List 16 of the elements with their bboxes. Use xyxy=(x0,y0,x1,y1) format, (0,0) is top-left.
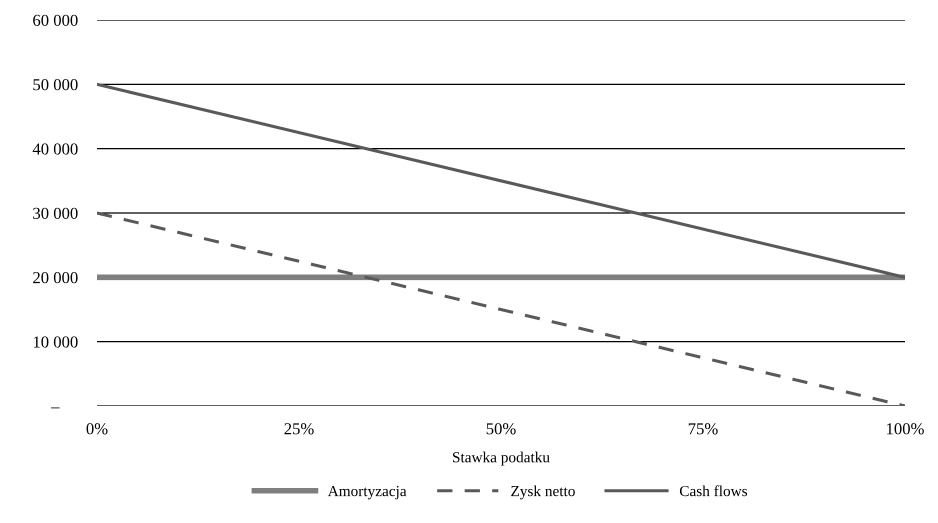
y-tick-label: 60 000 xyxy=(33,14,78,26)
x-tick-label: 75% xyxy=(688,423,718,434)
legend-label: Zysk netto xyxy=(511,485,575,500)
y-tick-label: 30 000 xyxy=(33,208,78,219)
y-tick-label: 20 000 xyxy=(33,272,78,284)
x-tick-label: 0% xyxy=(86,423,108,434)
y-tick-label: 40 000 xyxy=(32,143,78,155)
x-tick-label: 50% xyxy=(486,423,516,434)
x-axis-title: Stawka podatku xyxy=(453,452,550,466)
y-tick-label: – xyxy=(51,407,60,408)
y-tick-label: 10 000 xyxy=(34,336,78,348)
x-tick-label: 25% xyxy=(284,423,314,434)
legend-label: Amortyzacja xyxy=(328,486,406,500)
x-tick-label: 100% xyxy=(887,423,924,434)
legend-label: Cash flows xyxy=(680,485,748,496)
y-tick-label: 50 000 xyxy=(33,79,78,90)
